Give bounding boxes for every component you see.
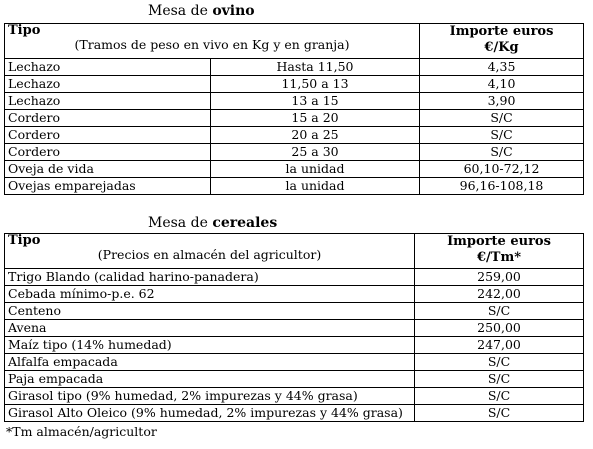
table-row: Oveja de vida la unidad 60,10-72,12 xyxy=(4,160,585,178)
cereales-tipo-cell: Maíz tipo (14% humedad) xyxy=(4,336,415,354)
cereales-header-tipo-cell: Tipo (Precios en almacén del agricultor) xyxy=(4,233,415,269)
cereales-tipo-cell: Avena xyxy=(4,319,415,337)
cereales-tipo-cell: Girasol tipo (9% humedad, 2% impurezas y… xyxy=(4,387,415,405)
ovino-importe-cell: S/C xyxy=(419,109,585,127)
table-row: Cebada mínimo-p.e. 62 242,00 xyxy=(4,285,584,303)
cereales-header-subtitle: (Precios en almacén del agricultor) xyxy=(97,247,322,262)
ovino-header-subtitle: (Tramos de peso en vivo en Kg y en granj… xyxy=(74,37,350,52)
ovino-tipo-cell: Cordero xyxy=(4,109,211,127)
table-row: Cordero 25 a 30 S/C xyxy=(4,143,585,161)
cereales-header-tipo: Tipo xyxy=(8,233,41,248)
cereales-importe-cell: 259,00 xyxy=(414,268,584,286)
table-row: Lechazo 11,50 a 13 4,10 xyxy=(4,75,585,93)
table-row: Cordero 15 a 20 S/C xyxy=(4,109,585,127)
ovino-tipo-cell: Cordero xyxy=(4,126,211,144)
cereales-tipo-cell: Cebada mínimo-p.e. 62 xyxy=(4,285,415,303)
cereales-importe-cell: S/C xyxy=(414,302,584,320)
ovino-header-importe-line1: Importe euros xyxy=(449,24,554,40)
cereales-title: Mesa de cereales xyxy=(148,216,277,230)
ovino-header-importe-line2: €/Kg xyxy=(484,40,519,56)
cereales-title-prefix: Mesa de xyxy=(148,215,213,231)
ovino-rango-cell: 11,50 a 13 xyxy=(209,75,421,93)
ovino-importe-cell: 4,10 xyxy=(419,75,585,93)
table-row: Girasol tipo (9% humedad, 2% impurezas y… xyxy=(4,387,584,405)
table-row: Lechazo 13 a 15 3,90 xyxy=(4,92,585,110)
cereales-importe-cell: 242,00 xyxy=(414,285,584,303)
ovino-tipo-cell: Oveja de vida xyxy=(4,160,211,178)
ovino-rango-cell: 25 a 30 xyxy=(209,143,421,161)
ovino-tipo-cell: Cordero xyxy=(4,143,211,161)
ovino-rango-cell: 20 a 25 xyxy=(209,126,421,144)
ovino-title-prefix: Mesa de xyxy=(148,3,213,19)
cereales-importe-cell: S/C xyxy=(414,404,584,422)
ovino-importe-cell: S/C xyxy=(419,143,585,161)
table-row: Ovejas emparejadas la unidad 96,16-108,1… xyxy=(4,177,585,195)
ovino-importe-cell: 60,10-72,12 xyxy=(419,160,585,178)
table-row: Centeno S/C xyxy=(4,302,584,320)
cereales-tipo-cell: Alfalfa empacada xyxy=(4,353,415,371)
ovino-tipo-cell: Ovejas emparejadas xyxy=(4,177,211,195)
cereales-header-importe-line2: €/Tm* xyxy=(476,250,522,266)
cereales-header-importe-line1: Importe euros xyxy=(447,234,551,250)
ovino-table: Tipo (Tramos de peso en vivo en Kg y en … xyxy=(3,23,585,195)
cereales-tipo-cell: Girasol Alto Oleico (9% humedad, 2% impu… xyxy=(4,404,415,422)
ovino-header-row: Tipo (Tramos de peso en vivo en Kg y en … xyxy=(3,23,585,59)
ovino-rango-cell: Hasta 11,50 xyxy=(209,58,421,76)
cereales-importe-cell: 250,00 xyxy=(414,319,584,337)
table-row: Cordero 20 a 25 S/C xyxy=(4,126,585,144)
ovino-importe-cell: 3,90 xyxy=(419,92,585,110)
cereales-importe-cell: S/C xyxy=(414,387,584,405)
ovino-rango-cell: la unidad xyxy=(209,160,421,178)
footnote: *Tm almacén/agricultor xyxy=(6,424,157,439)
table-row: Maíz tipo (14% humedad) 247,00 xyxy=(4,336,584,354)
ovino-title-bold: ovino xyxy=(212,3,255,19)
cereales-importe-cell: S/C xyxy=(414,353,584,371)
ovino-importe-cell: 96,16-108,18 xyxy=(419,177,585,195)
ovino-header-importe-cell: Importe euros €/Kg xyxy=(419,23,585,59)
table-row: Paja empacada S/C xyxy=(4,370,584,388)
ovino-tipo-cell: Lechazo xyxy=(4,58,211,76)
cereales-importe-cell: S/C xyxy=(414,370,584,388)
ovino-importe-cell: 4,35 xyxy=(419,58,585,76)
ovino-header-tipo: Tipo xyxy=(8,23,41,38)
table-row: Girasol Alto Oleico (9% humedad, 2% impu… xyxy=(4,404,584,422)
cereales-tipo-cell: Trigo Blando (calidad harino-panadera) xyxy=(4,268,415,286)
cereales-tipo-cell: Centeno xyxy=(4,302,415,320)
ovino-tipo-cell: Lechazo xyxy=(4,75,211,93)
table-row: Avena 250,00 xyxy=(4,319,584,337)
cereales-header-importe-cell: Importe euros €/Tm* xyxy=(414,233,584,269)
ovino-rango-cell: 15 a 20 xyxy=(209,109,421,127)
ovino-importe-cell: S/C xyxy=(419,126,585,144)
ovino-tipo-cell: Lechazo xyxy=(4,92,211,110)
table-row: Lechazo Hasta 11,50 4,35 xyxy=(4,58,585,76)
cereales-table: Tipo (Precios en almacén del agricultor)… xyxy=(4,233,584,422)
cereales-header-row: Tipo (Precios en almacén del agricultor)… xyxy=(4,233,584,269)
ovino-title: Mesa de ovino xyxy=(148,4,255,18)
ovino-rango-cell: la unidad xyxy=(209,177,421,195)
cereales-tipo-cell: Paja empacada xyxy=(4,370,415,388)
cereales-importe-cell: 247,00 xyxy=(414,336,584,354)
ovino-header-tipo-cell: Tipo (Tramos de peso en vivo en Kg y en … xyxy=(3,23,421,59)
table-row: Alfalfa empacada S/C xyxy=(4,353,584,371)
ovino-rango-cell: 13 a 15 xyxy=(209,92,421,110)
cereales-title-bold: cereales xyxy=(212,215,278,231)
table-row: Trigo Blando (calidad harino-panadera) 2… xyxy=(4,268,584,286)
